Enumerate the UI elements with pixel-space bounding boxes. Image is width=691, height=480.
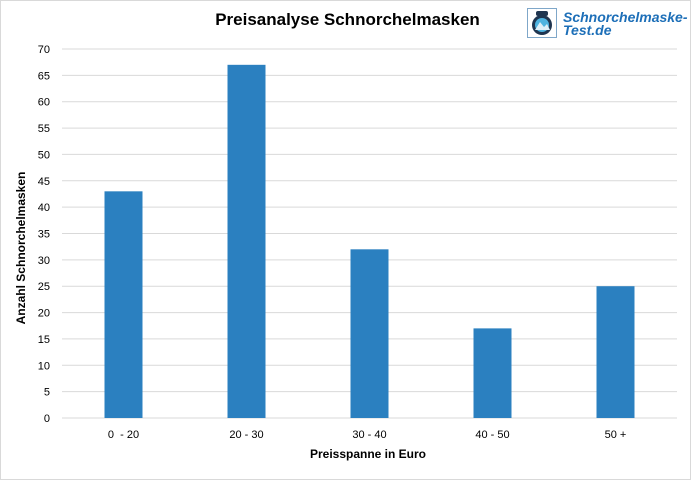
x-tick-label: 30 - 40 — [352, 429, 386, 441]
y-tick-label: 0 — [44, 413, 50, 425]
y-tick-label: 25 — [38, 281, 50, 293]
y-axis-ticks: 0 5 10 15 20 25 30 35 40 45 50 55 60 65 70 — [38, 44, 50, 425]
y-tick-label: 5 — [44, 387, 50, 399]
site-logo[interactable]: Schnorchelmaske- Test.de — [527, 8, 688, 38]
y-tick-label: 60 — [38, 97, 50, 109]
y-tick-label: 10 — [38, 360, 50, 372]
y-tick-label: 35 — [38, 229, 50, 241]
x-axis-title: Preisspanne in Euro — [310, 447, 426, 461]
y-tick-label: 20 — [38, 308, 50, 320]
y-tick-label: 50 — [38, 149, 50, 161]
y-tick-label: 45 — [38, 176, 50, 188]
y-tick-label: 65 — [38, 70, 50, 82]
bars — [104, 64, 635, 419]
bar — [596, 286, 635, 418]
bar — [473, 328, 512, 418]
y-axis-title: Anzahl Schnorchelmasken — [14, 172, 28, 325]
bar — [104, 191, 143, 418]
logo-text-line1: Schnorchelmaske- — [563, 9, 688, 25]
y-tick-label: 40 — [38, 202, 50, 214]
diving-mask-icon — [527, 8, 557, 38]
x-tick-label: 50 + — [605, 429, 627, 441]
y-tick-label: 70 — [38, 44, 50, 56]
x-tick-label: 0 - 20 — [108, 429, 139, 441]
x-tick-label: 20 - 30 — [229, 429, 263, 441]
bar — [350, 249, 389, 418]
logo-text-line2: Test.de — [563, 22, 612, 38]
x-tick-label: 40 - 50 — [475, 429, 509, 441]
y-tick-label: 55 — [38, 123, 50, 135]
bar — [227, 64, 266, 419]
x-axis-ticks: 0 - 20 20 - 30 30 - 40 40 - 50 50 + — [108, 429, 626, 441]
y-tick-label: 30 — [38, 255, 50, 267]
chart-title: Preisanalyse Schnorchelmasken — [215, 10, 480, 29]
y-tick-label: 15 — [38, 334, 50, 346]
